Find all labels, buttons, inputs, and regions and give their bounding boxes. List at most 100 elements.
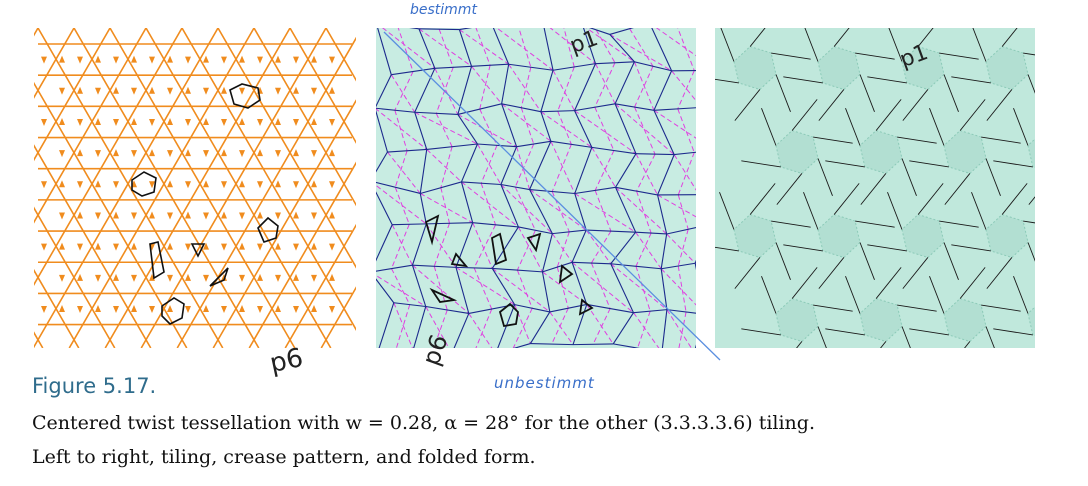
folded-edge <box>859 242 875 280</box>
tiling-arrow-marker <box>275 242 281 250</box>
folded-edge <box>833 183 860 215</box>
tiling-edge <box>34 28 219 348</box>
folded-hex-ring <box>1027 138 1035 169</box>
tiling-arrow-marker <box>239 242 245 250</box>
tiling-edge <box>289 28 356 144</box>
tiling-arrow-marker <box>185 211 191 219</box>
tiling-arrow-marker <box>257 118 263 126</box>
tiling-arrow-marker <box>185 149 191 157</box>
folded-hex-ring <box>901 213 945 259</box>
tiling-arrow-marker <box>275 274 281 282</box>
folded-edge <box>796 341 803 348</box>
tiling-arrow-marker <box>293 243 299 251</box>
tiling-arrow-marker <box>113 306 119 314</box>
tiling-arrow-marker <box>59 55 65 63</box>
folded-edge <box>986 89 1013 121</box>
folded-edge <box>741 328 781 336</box>
tiling-arrow-marker <box>275 305 281 313</box>
folded-edge <box>985 158 1001 196</box>
tiling-arrow-marker <box>185 86 191 94</box>
folded-edge <box>897 136 937 144</box>
folded-edge <box>929 108 945 146</box>
folded-edge <box>943 242 959 280</box>
folded-form-diagram <box>715 28 1035 348</box>
tiling-edge <box>176 36 356 348</box>
tiling-lines <box>34 28 356 348</box>
folded-edge <box>901 326 911 348</box>
folded-hex-ring <box>733 45 777 91</box>
tiling-arrow-marker <box>221 273 227 281</box>
tiling-arrow-marker <box>185 306 191 314</box>
tiling-arrow-marker <box>329 306 335 314</box>
folded-hex-ring <box>733 213 777 259</box>
tiling-arrow-marker <box>77 181 83 189</box>
folded-edge <box>981 304 1021 312</box>
tiling-edge <box>37 28 224 348</box>
tiling-arrow-marker <box>203 274 209 282</box>
annotation-p6-left: p6 <box>267 342 306 380</box>
tiling-arrow-marker <box>131 274 137 282</box>
tiling-edge <box>34 28 183 286</box>
folded-edge <box>761 276 777 314</box>
tiling-arrow-marker <box>95 212 101 220</box>
sketch-sliver <box>149 241 165 280</box>
folded-hex-ring <box>775 129 819 175</box>
folded-edge <box>986 257 1013 289</box>
tiling-arrow-marker <box>95 274 101 282</box>
tiling-edge <box>34 28 147 224</box>
tiling-arrow-marker <box>311 274 317 282</box>
tiling-arrow-marker <box>203 212 209 220</box>
tiling-arrow-marker <box>59 117 65 125</box>
tiling-arrow-marker <box>203 180 209 188</box>
folded-edge <box>783 244 823 252</box>
tiling-arrow-marker <box>131 305 137 313</box>
folded-edge <box>775 242 791 280</box>
tiling-arrow-marker <box>167 55 173 63</box>
tiling-arrow-marker <box>131 212 137 220</box>
folded-edge <box>917 28 934 47</box>
tiling-diagram <box>34 28 356 348</box>
tiling-arrow-marker <box>77 306 83 314</box>
tiling-arrow-marker <box>275 150 281 158</box>
tiling-arrow-marker <box>185 243 191 251</box>
mountain-fold <box>418 28 460 31</box>
folded-edge <box>1001 183 1028 215</box>
tiling-edge <box>320 286 356 348</box>
tiling-arrow-marker <box>293 273 299 281</box>
tiling-arrow-marker <box>239 305 245 313</box>
tiling-arrow-marker <box>95 305 101 313</box>
tiling-arrow-marker <box>257 181 263 189</box>
tiling-arrow-marker <box>95 87 101 95</box>
tiling-arrow-marker <box>239 117 245 125</box>
tiling-arrow-marker <box>239 150 245 158</box>
tiling-arrow-marker <box>113 118 119 126</box>
tiling-arrow-marker <box>203 305 209 313</box>
folded-edge <box>959 99 986 131</box>
tiling-edge <box>181 28 356 331</box>
folded-edge <box>749 183 776 215</box>
folded-edge <box>939 220 979 228</box>
tiling-arrow-marker <box>293 211 299 219</box>
crease-pattern-diagram <box>376 28 696 348</box>
tiling-arrow-marker <box>41 181 47 189</box>
tiling-arrow-marker <box>95 55 101 63</box>
tiling-arrow-marker <box>203 55 209 63</box>
folded-edge <box>887 192 903 230</box>
folded-edge <box>833 28 850 47</box>
tiling-arrow-marker <box>221 118 227 126</box>
folded-edge <box>901 158 917 196</box>
tiling-edge <box>34 81 188 348</box>
folded-edge <box>813 304 853 312</box>
tiling-edge <box>73 28 260 348</box>
tiling-arrow-marker <box>293 181 299 189</box>
sketch-triangle <box>190 243 206 258</box>
folded-hex-ring <box>817 45 861 91</box>
folded-edge <box>880 341 887 348</box>
tiling-arrow-marker <box>41 243 47 251</box>
tiling-arrow-marker <box>59 274 65 282</box>
tiling-arrow-marker <box>95 150 101 158</box>
tiling-arrow-marker <box>131 55 137 63</box>
folded-edge <box>749 28 766 47</box>
folded-edge <box>817 158 833 196</box>
tiling-arrow-marker <box>167 150 173 158</box>
